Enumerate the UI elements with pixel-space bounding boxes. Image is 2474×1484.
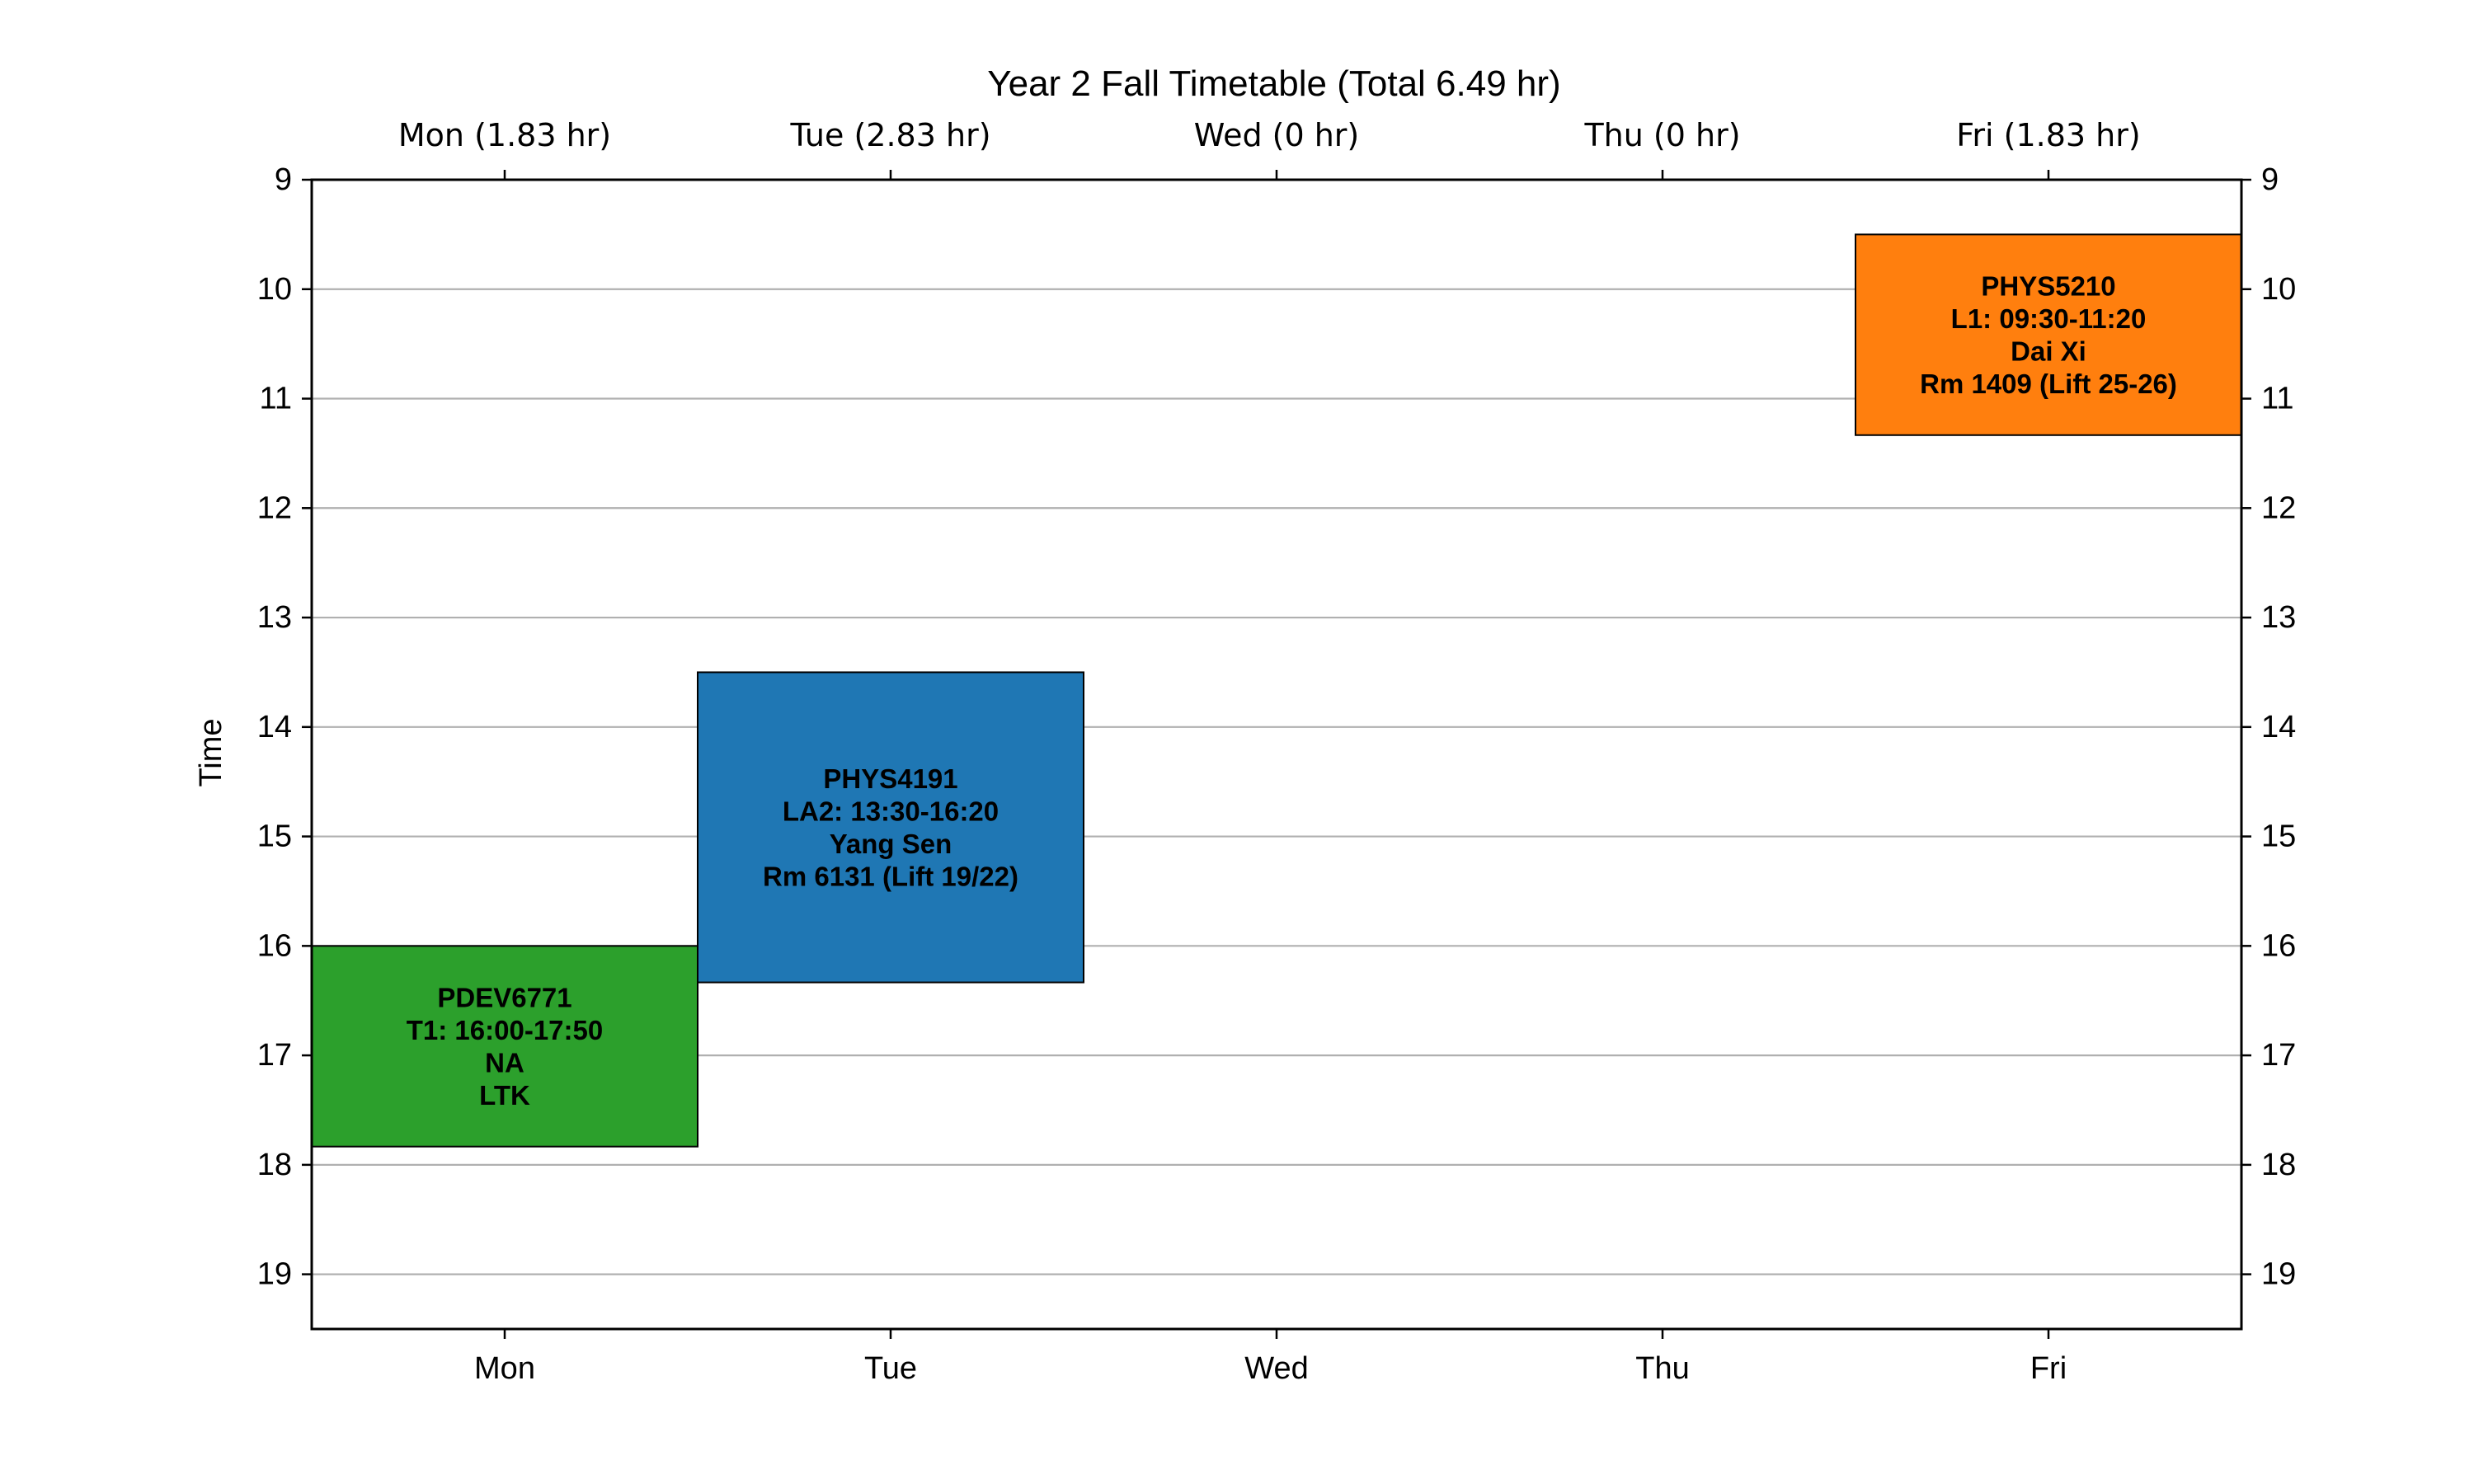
y-tick-label-left: 18	[257, 1148, 292, 1182]
grid-layer	[312, 178, 2241, 1275]
y-tick-label-left: 13	[257, 600, 292, 635]
event-rect	[1855, 233, 2242, 436]
event-label: LA2: 13:30-16:20	[783, 796, 999, 826]
event-label: T1: 16:00-17:50	[407, 1015, 603, 1045]
y-tick-label-left: 15	[257, 819, 292, 854]
x-tick-label-bottom: Thu	[1635, 1351, 1689, 1386]
y-tick-label-right: 13	[2261, 600, 2296, 635]
event-rect	[697, 671, 1084, 984]
y-tick-label-right: 18	[2261, 1148, 2296, 1182]
y-tick-label-right: 11	[2261, 382, 2293, 416]
y-tick-label-right: 12	[2261, 491, 2296, 525]
y-tick-label-right: 10	[2261, 272, 2296, 307]
axes: 9 9 10 10 11 11 12 12 13 13 14 14 15 15 16 16 17 17 18 18 19…	[257, 117, 2297, 1386]
chart-title: Year 2 Fall Timetable (Total 6.49 hr)	[987, 63, 1560, 104]
y-tick-label-right: 17	[2261, 1038, 2296, 1073]
x-tick-label-top: Thu (0 hr)	[1583, 117, 1740, 153]
y-tick-label-left: 17	[257, 1038, 292, 1073]
x-tick-label-top: Fri (1.83 hr)	[1956, 117, 2140, 153]
x-tick-label-bottom: Fri	[2030, 1351, 2067, 1386]
y-tick-label-right: 16	[2261, 928, 2296, 963]
x-tick-label-bottom: Wed	[1244, 1351, 1308, 1386]
y-tick-label-right: 9	[2261, 162, 2279, 197]
y-tick-label-left: 14	[257, 710, 292, 744]
event-label: L1: 09:30-11:20	[1951, 303, 2147, 334]
x-tick-label-top: Tue (2.83 hr)	[789, 117, 990, 153]
event-label: Rm 6131 (Lift 19/22)	[763, 861, 1018, 891]
event-label: NA	[485, 1047, 524, 1078]
event-rect	[311, 945, 698, 1148]
event-label: Yang Sen	[830, 829, 952, 859]
event-label: PHYS5210	[1981, 270, 2115, 301]
y-tick-label-left: 11	[260, 382, 292, 416]
event-label: PHYS4191	[823, 763, 957, 794]
y-tick-label-left: 19	[257, 1257, 292, 1292]
event-label: Dai Xi	[2011, 336, 2086, 366]
event-label: LTK	[479, 1080, 530, 1111]
x-tick-label-bottom: Mon	[474, 1351, 535, 1386]
y-tick-label-right: 15	[2261, 819, 2296, 854]
y-tick-label-right: 19	[2261, 1257, 2296, 1292]
y-tick-label-left: 16	[257, 928, 292, 963]
y-tick-label-right: 14	[2261, 710, 2296, 744]
y-axis-label: Time	[194, 718, 228, 787]
y-tick-label-left: 9	[275, 162, 292, 197]
event-label: Rm 1409 (Lift 25-26)	[1920, 369, 2177, 399]
x-tick-label-top: Wed (0 hr)	[1194, 117, 1360, 153]
event-label: PDEV6771	[437, 982, 571, 1012]
x-tick-label-bottom: Tue	[864, 1351, 917, 1386]
y-tick-label-left: 10	[257, 272, 292, 307]
y-tick-label-left: 12	[257, 491, 292, 525]
x-tick-label-top: Mon (1.83 hr)	[398, 117, 611, 153]
